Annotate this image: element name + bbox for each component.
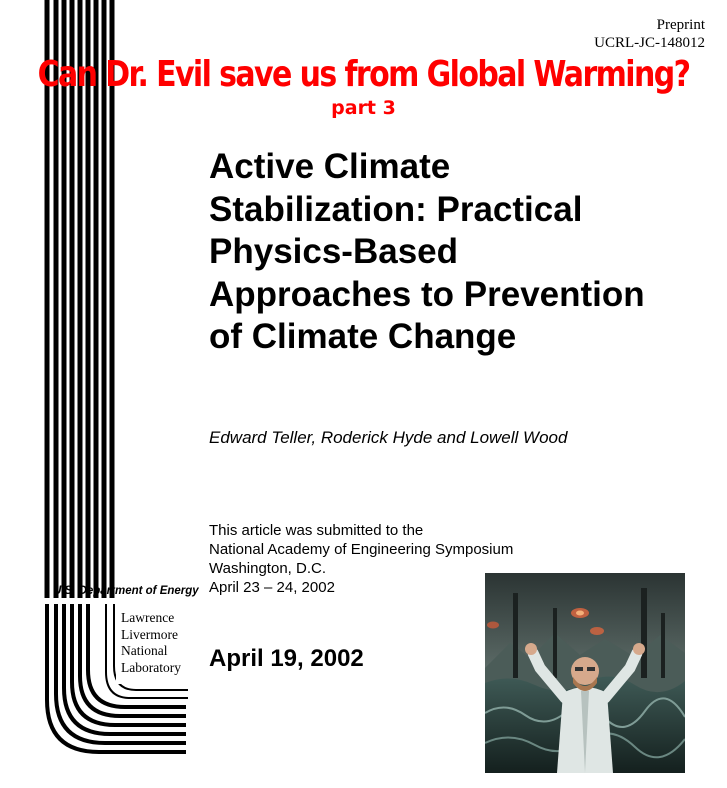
submission-line: Washington, D.C. bbox=[209, 560, 326, 577]
llnl-line: Laboratory bbox=[121, 659, 181, 675]
llnl-name: Lawrence Livermore National Laboratory bbox=[121, 610, 181, 676]
title-line: Physics-Based bbox=[209, 232, 459, 271]
llnl-line: Lawrence bbox=[121, 610, 175, 625]
preprint-header: Preprint UCRL-JC-148012 bbox=[594, 16, 705, 52]
llnl-line: Livermore bbox=[121, 626, 178, 642]
llnl-bars-graphic bbox=[44, 0, 188, 754]
document-title: Active Climate Stabilization: Practical … bbox=[209, 146, 709, 359]
report-number: UCRL-JC-148012 bbox=[594, 35, 705, 51]
submission-line: April 23 – 24, 2002 bbox=[209, 579, 335, 596]
title-line: Stabilization: Practical bbox=[209, 189, 583, 229]
banner-part: part 3 bbox=[331, 97, 396, 119]
submission-note: This article was submitted to the Nation… bbox=[209, 521, 513, 597]
title-line: of Climate Change bbox=[209, 317, 517, 356]
banner-headline: Can Dr. Evil save us from Global Warming… bbox=[37, 54, 691, 96]
authors: Edward Teller, Roderick Hyde and Lowell … bbox=[209, 428, 568, 447]
llnl-line: National bbox=[121, 643, 168, 658]
title-line: Active Climate bbox=[209, 147, 451, 186]
submission-line: National Academy of Engineering Symposiu… bbox=[209, 541, 514, 558]
scientist-illustration bbox=[485, 573, 685, 773]
submission-line: This article was submitted to the bbox=[209, 522, 424, 539]
preprint-label: Preprint bbox=[656, 17, 705, 33]
document-date: April 19, 2002 bbox=[209, 645, 364, 672]
doe-label: U.S. Department of Energy bbox=[53, 585, 199, 597]
title-line: Approaches to Prevention bbox=[209, 274, 645, 314]
